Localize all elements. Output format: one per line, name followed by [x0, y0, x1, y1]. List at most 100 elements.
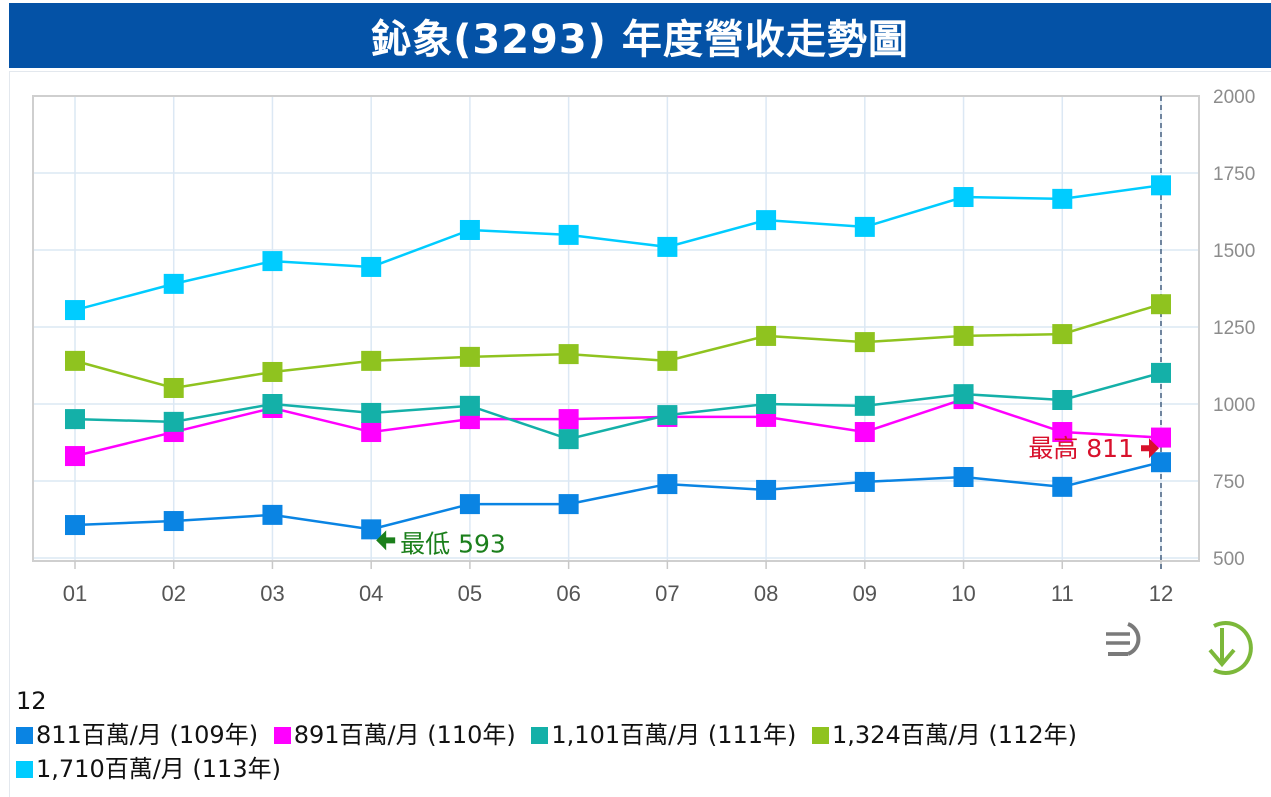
- chart-title: 鈊象(3293) 年度營收走勢圖: [371, 16, 909, 63]
- data-point-marker: [1151, 294, 1171, 315]
- data-point-marker: [65, 409, 85, 430]
- data-point-marker: [854, 471, 875, 492]
- y-tick-label: 1000: [1213, 395, 1255, 416]
- legend-label: 891百萬/月 (110年): [293, 721, 516, 749]
- download-icon: [1208, 621, 1253, 675]
- y-tick-label: 750: [1213, 472, 1245, 493]
- x-tick-label: 03: [260, 581, 284, 606]
- grid-lines: [33, 95, 1199, 561]
- y-tick-label: 1500: [1213, 241, 1255, 262]
- data-point-marker: [1151, 427, 1171, 448]
- data-point-marker: [756, 479, 777, 500]
- data-point-marker: [459, 494, 480, 515]
- data-point-marker: [459, 395, 480, 416]
- download-button[interactable]: [1208, 618, 1256, 680]
- legend-label: 1,710百萬/月 (113年): [36, 755, 281, 783]
- data-point-marker: [854, 395, 875, 416]
- data-point-marker: [65, 350, 85, 371]
- data-point-marker: [1151, 175, 1171, 196]
- series-111年: [65, 362, 1171, 450]
- data-point-marker: [459, 219, 480, 240]
- series-line: [74, 371, 1162, 441]
- x-tick-label: 02: [161, 581, 185, 606]
- data-point-marker: [854, 332, 875, 353]
- chart-title-bar: 鈊象(3293) 年度營收走勢圖: [9, 3, 1271, 68]
- data-point-marker: [558, 409, 579, 430]
- data-point-marker: [361, 256, 382, 277]
- data-point-marker: [1151, 452, 1171, 473]
- series-line: [74, 460, 1162, 531]
- data-point-marker: [953, 325, 974, 346]
- menu-button[interactable]: [1100, 614, 1146, 660]
- data-point-marker: [657, 236, 678, 257]
- data-point-marker: [756, 325, 777, 346]
- legend-month: 12: [16, 687, 47, 715]
- series-group: [65, 175, 1171, 540]
- x-tick-label: 08: [754, 581, 778, 606]
- legend-item[interactable]: 1,101百萬/月 (111年): [531, 721, 796, 749]
- x-axis: 01 02 03 04 05 06 07 08 09 10 11 12: [63, 561, 1173, 606]
- data-point-marker: [163, 377, 184, 398]
- data-point-marker: [756, 394, 777, 414]
- x-tick-label: 06: [556, 581, 580, 606]
- chart-panel: [9, 71, 1271, 797]
- data-point-marker: [1052, 324, 1073, 345]
- data-point-marker: [558, 224, 579, 245]
- data-point-marker: [361, 402, 382, 423]
- data-point-marker: [756, 210, 777, 231]
- data-point-marker: [854, 216, 875, 237]
- data-point-marker: [65, 446, 85, 467]
- annotations: 最高 811 最低 593: [376, 434, 1159, 558]
- data-point-marker: [361, 422, 382, 443]
- legend-swatch: [16, 761, 33, 778]
- data-point-marker: [65, 515, 85, 536]
- legend-swatch: [812, 727, 830, 744]
- arrow-right-icon: [1141, 438, 1159, 459]
- data-point-marker: [558, 344, 579, 365]
- data-point-marker: [657, 405, 678, 426]
- data-point-marker: [65, 300, 85, 321]
- legend-item[interactable]: 1,710百萬/月 (113年): [16, 755, 281, 783]
- data-point-marker: [262, 394, 283, 414]
- legend-item[interactable]: 891百萬/月 (110年): [273, 721, 516, 749]
- data-point-marker: [163, 411, 184, 432]
- max-annotation: 最高 811: [1028, 434, 1134, 463]
- legend-item[interactable]: 811百萬/月 (109年): [16, 721, 258, 749]
- series-line: [74, 184, 1162, 312]
- data-point-marker: [1151, 362, 1171, 383]
- data-point-marker: [953, 466, 974, 487]
- min-annotation: 最低 593: [400, 529, 506, 558]
- menu-icon: [1106, 622, 1141, 656]
- data-point-marker: [1052, 476, 1073, 497]
- x-tick-label: 01: [63, 581, 87, 606]
- y-tick-label: 500: [1213, 549, 1245, 570]
- data-point-marker: [657, 350, 678, 371]
- series-112年: [65, 294, 1171, 398]
- data-point-marker: [1052, 389, 1073, 410]
- data-point-marker: [163, 273, 184, 294]
- data-point-marker: [1052, 188, 1073, 209]
- data-point-marker: [558, 429, 579, 450]
- legend-label: 811百萬/月 (109年): [36, 721, 259, 749]
- series-line: [74, 397, 1162, 458]
- data-point-marker: [953, 187, 974, 208]
- data-point-marker: [558, 494, 579, 515]
- plot-frame: [32, 95, 1200, 562]
- legend-items: 811百萬/月 (109年) 891百萬/月 (110年) 1,101百萬/月 …: [16, 718, 1271, 786]
- data-point-marker: [459, 346, 480, 367]
- data-point-marker: [361, 350, 382, 371]
- series-line: [74, 303, 1162, 390]
- data-point-marker: [953, 384, 974, 405]
- data-point-marker: [262, 251, 283, 272]
- legend-swatch: [16, 727, 33, 744]
- legend-label: 1,101百萬/月 (111年): [551, 721, 797, 749]
- legend-item[interactable]: 1,324百萬/月 (112年): [812, 721, 1077, 749]
- x-tick-label: 04: [359, 581, 383, 606]
- y-axis: 500 750 1000 1250 1500 1750 2000: [1213, 87, 1255, 570]
- series-109年: [65, 452, 1171, 540]
- x-tick-label: 05: [458, 581, 482, 606]
- data-point-marker: [262, 361, 283, 382]
- legend-label: 1,324百萬/月 (112年): [832, 721, 1077, 749]
- data-point-marker: [361, 519, 382, 540]
- y-tick-label: 2000: [1213, 87, 1255, 108]
